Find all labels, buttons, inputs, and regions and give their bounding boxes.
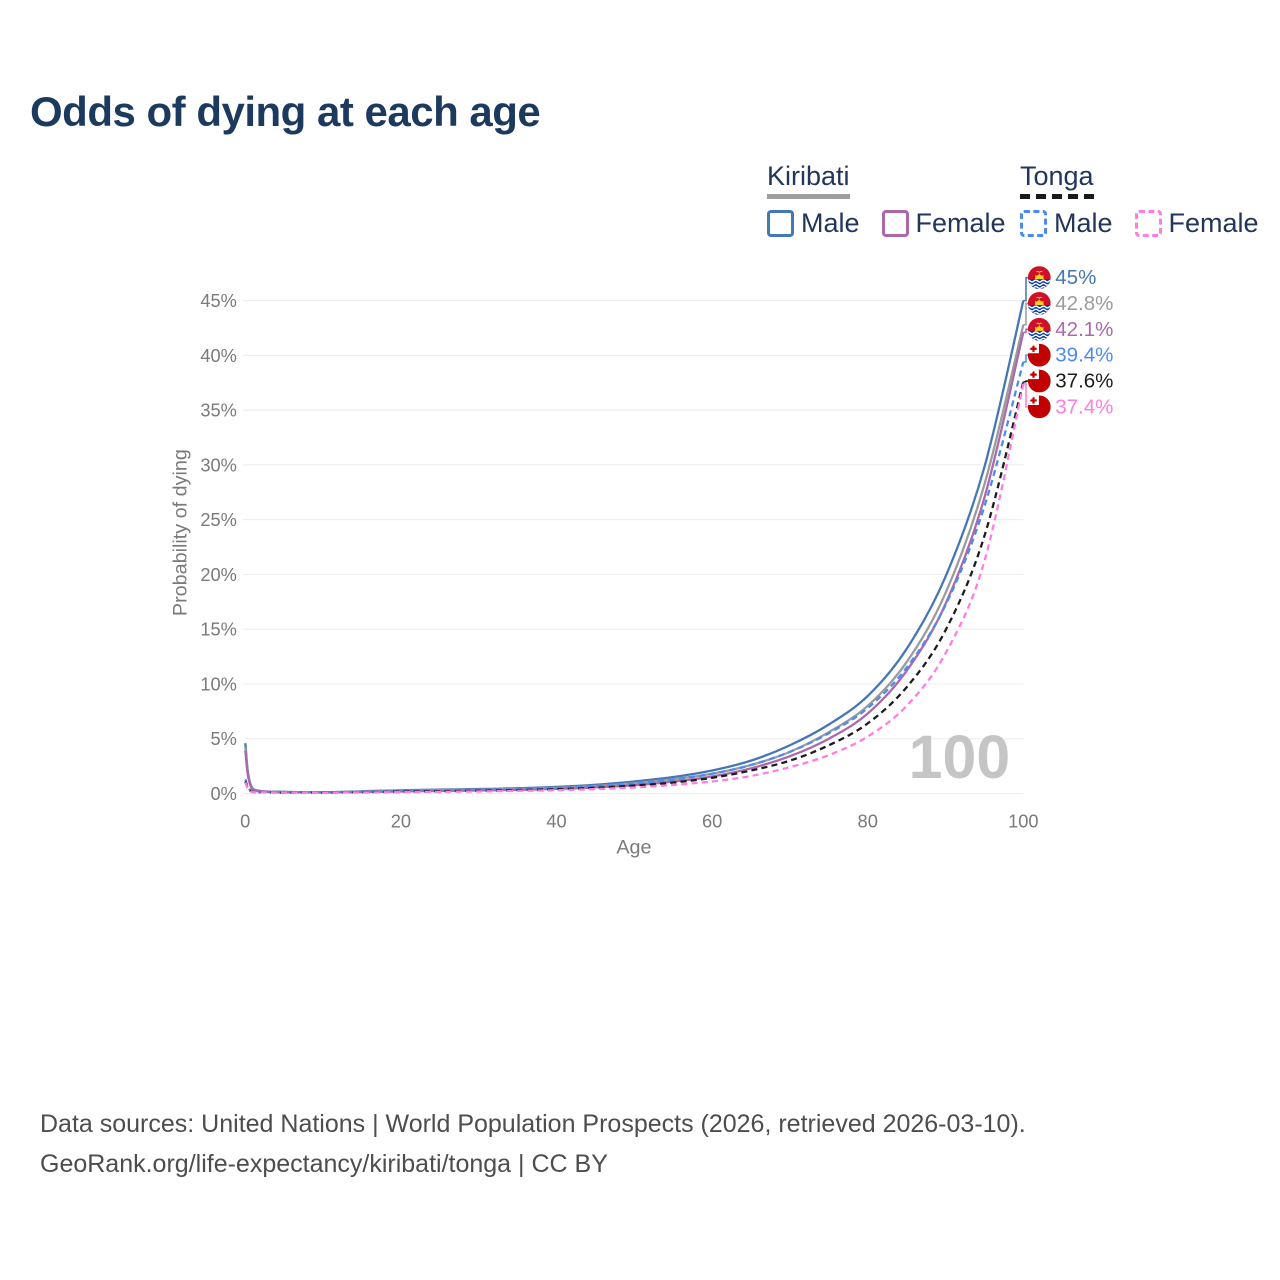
legend-header-kiribati[interactable]: Kiribati (767, 161, 850, 199)
series-end-labels: 45% 42.8% 42.1% 39.4% 37.6%37.4% (1023, 266, 1113, 418)
legend-item-kiribati-male[interactable]: Male (767, 208, 860, 239)
end-value-label: 42.1% (1055, 318, 1113, 341)
legend-item-tonga-female[interactable]: Female (1134, 208, 1259, 239)
series-line-kiribati-both (244, 324, 1025, 794)
end-label-leader (1023, 328, 1029, 334)
y-tick-label: 20% (200, 564, 237, 585)
kiribati-male-swatch-icon (767, 210, 794, 237)
end-value-label: 37.4% (1055, 395, 1113, 418)
kiribati-flag-icon (1026, 266, 1053, 289)
legend-item-kiribati-female[interactable]: Female (881, 208, 1006, 239)
legend-item-label: Male (801, 208, 860, 238)
legend-item-label: Female (915, 208, 1006, 238)
kiribati-flag-icon (1026, 318, 1053, 341)
tonga-flag-icon (1028, 370, 1051, 393)
x-tick-label: 60 (702, 811, 722, 832)
series-line-tonga-female (244, 383, 1025, 795)
series-lines (244, 300, 1025, 795)
legend-item-label: Female (1168, 208, 1259, 238)
x-tick-label: 80 (858, 811, 878, 832)
y-tick-label: 10% (200, 673, 237, 694)
legend-header-tonga[interactable]: Tonga (1020, 161, 1094, 199)
y-tick-label: 25% (200, 509, 237, 530)
gridlines (242, 300, 1024, 794)
mortality-line-chart: 0% 5% 10% 15% 20% 25% 30% 35% 40% 45% 0 20 40 60 80 100… (170, 255, 1113, 859)
x-axis-title: Age (616, 837, 651, 859)
legend-item-label: Male (1054, 208, 1113, 238)
x-tick-label: 100 (1008, 811, 1038, 832)
series-line-kiribati-male (244, 300, 1025, 794)
y-tick-label: 40% (200, 345, 237, 366)
kiribati-female-swatch-icon (881, 210, 909, 237)
footer: Data sources: United Nations | World Pop… (40, 1104, 1026, 1184)
y-tick-label: 45% (200, 290, 237, 311)
x-tick-label: 20 (391, 811, 411, 832)
x-tick-label: 0 (240, 811, 250, 832)
tonga-female-swatch-icon (1134, 210, 1162, 237)
tonga-flag-icon (1028, 344, 1051, 367)
end-value-label: 37.6% (1055, 370, 1113, 393)
end-value-label: 39.4% (1055, 344, 1113, 367)
end-label-leader (1023, 380, 1029, 383)
kiribati-flag-icon (1026, 292, 1053, 315)
end-value-label: 42.8% (1055, 292, 1113, 315)
legend-group-kiribati: Kiribati Male Female (767, 161, 1006, 239)
legend-item-tonga-male[interactable]: Male (1020, 208, 1113, 239)
footer-attribution: GeoRank.org/life-expectancy/kiribati/ton… (40, 1150, 608, 1178)
end-label-leader (1023, 302, 1029, 326)
tonga-flag-icon (1028, 395, 1051, 418)
series-line-tonga-male (244, 361, 1025, 794)
end-label-leader (1023, 276, 1029, 302)
y-tick-label: 30% (200, 454, 237, 475)
end-label-leader (1023, 354, 1029, 363)
end-value-label: 45% (1055, 266, 1096, 289)
end-label-leader (1023, 383, 1029, 408)
series-line-kiribati-female (244, 332, 1025, 794)
y-tick-label: 15% (200, 619, 237, 640)
footer-data-sources: Data sources: United Nations | World Pop… (40, 1110, 1026, 1138)
y-axis-title: Probability of dying (170, 449, 192, 616)
axis-tick-labels: 0% 5% 10% 15% 20% 25% 30% 35% 40% 45% 0 20 40 60 80 100 (200, 290, 1038, 832)
legend-group-tonga: Tonga Male Female (1020, 161, 1259, 239)
y-tick-label: 5% (211, 728, 237, 749)
y-tick-label: 0% (211, 783, 237, 804)
tonga-male-swatch-icon (1020, 210, 1047, 237)
series-line-tonga-both (244, 381, 1025, 794)
x-tick-label: 40 (546, 811, 566, 832)
page-title: Odds of dying at each age (30, 88, 541, 135)
y-tick-label: 35% (200, 400, 237, 421)
watermark-age: 100 (909, 723, 1011, 791)
